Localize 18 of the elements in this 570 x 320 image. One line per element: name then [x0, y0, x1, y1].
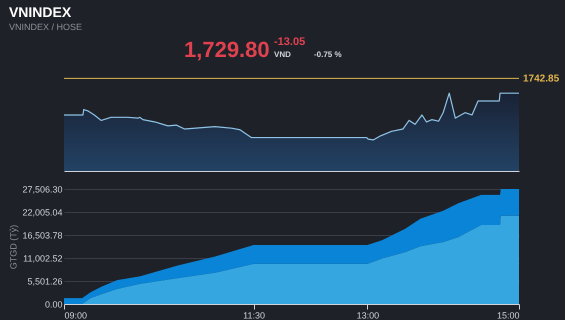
text: -13.05 [274, 36, 306, 48]
x-tick-label: 15:00 [496, 310, 520, 320]
x-tick-label: 11:30 [243, 310, 266, 320]
y-axis-title: GTGD (Tỷ) [8, 224, 18, 270]
text: -0.75 % [314, 50, 342, 59]
text: VND [274, 50, 292, 59]
text: 1742.85 [523, 73, 560, 84]
y-tick-label: 22,005.04 [22, 208, 62, 218]
y-tick-label: 27,506.30 [22, 184, 62, 194]
x-tick-label: 13:00 [356, 310, 380, 320]
x-tick-label: 09:00 [64, 310, 88, 320]
y-tick-label: 11,002.52 [23, 254, 62, 264]
text: 1,729.80 [184, 37, 270, 62]
y-tick-label: 5,501.26 [27, 276, 62, 286]
y-tick-label: 0.00 [44, 300, 62, 310]
y-tick-label: 16,503.78 [22, 230, 62, 240]
chart-title: VNINDEX [8, 4, 72, 20]
chart-subtitle: VNINDEX / HOSE [8, 22, 82, 32]
